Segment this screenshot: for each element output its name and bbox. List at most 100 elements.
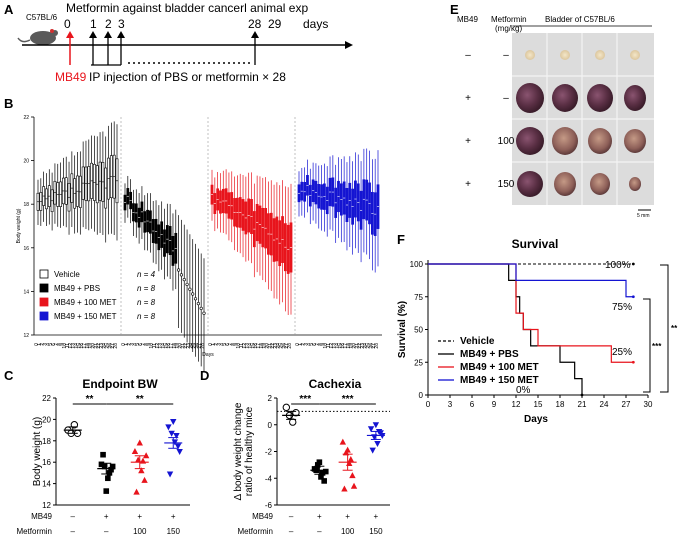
x-tick-label: 10 bbox=[149, 343, 155, 349]
x-tick-label: 22 bbox=[96, 343, 102, 349]
bladder-healthy bbox=[525, 50, 535, 60]
end-label: 100% bbox=[605, 260, 631, 271]
mb49-value: – bbox=[71, 512, 76, 521]
x-tick-label: 15 bbox=[250, 343, 256, 349]
y-tick-label: 75 bbox=[414, 293, 423, 302]
x-tick-label: 9 bbox=[233, 343, 239, 346]
y-tick-label: 18 bbox=[23, 202, 29, 208]
box-point bbox=[177, 268, 181, 272]
x-tick-label: 27 bbox=[622, 400, 631, 409]
y-axis-label: Body weight (g) bbox=[32, 417, 43, 486]
y-tick-label: 25 bbox=[414, 358, 423, 367]
mouse-icon bbox=[17, 29, 58, 45]
x-tick-label: 24 bbox=[189, 343, 195, 349]
box-point bbox=[179, 273, 184, 277]
x-tick-label: 20 bbox=[90, 343, 96, 349]
e-col-mb49: MB49 bbox=[457, 15, 478, 24]
day-label: 1 bbox=[90, 17, 97, 31]
y-tick-label: 16 bbox=[42, 458, 51, 467]
x-axis-label: Days bbox=[202, 352, 214, 358]
e-col-unit: (mg/kg) bbox=[495, 24, 522, 33]
data-point bbox=[322, 468, 329, 475]
end-label: 75% bbox=[612, 302, 632, 313]
x-tick-label: 2 bbox=[40, 343, 46, 346]
data-point bbox=[319, 470, 326, 476]
data-point bbox=[339, 438, 347, 445]
significance-label: ** bbox=[671, 324, 678, 333]
box-point bbox=[188, 287, 192, 291]
x-tick-label: 27 bbox=[197, 343, 203, 349]
x-tick-label: 21 bbox=[267, 343, 273, 349]
chart-title: Survival bbox=[512, 237, 559, 251]
x-tick-label: 24 bbox=[363, 343, 369, 349]
x-tick-label: 21 bbox=[578, 400, 587, 409]
y-tick-label: -6 bbox=[265, 501, 273, 510]
mb49-label: MB49 bbox=[55, 70, 87, 84]
x-tick-label: 24 bbox=[102, 343, 108, 349]
bladder-tumor bbox=[587, 84, 613, 112]
x-tick-label: 4 bbox=[219, 343, 225, 346]
data-point bbox=[289, 418, 297, 426]
x-tick-label: 15 bbox=[534, 400, 543, 409]
metformin-value: – bbox=[71, 527, 76, 536]
mb49-value: – bbox=[289, 512, 294, 521]
panel-label-e: E bbox=[450, 2, 459, 17]
timeline-arrowhead bbox=[345, 41, 353, 49]
y-tick-label: 20 bbox=[23, 159, 29, 165]
x-tick-label: 20 bbox=[351, 343, 357, 349]
e-row-mb49: + bbox=[465, 93, 471, 104]
y-tick-label: 14 bbox=[42, 480, 51, 489]
legend-label: MB49 + 150 MET bbox=[54, 312, 117, 321]
x-tick-label: 9 bbox=[146, 343, 152, 346]
x-axis-label: Days bbox=[524, 414, 548, 425]
y-axis-label: Body weight (g) bbox=[16, 208, 22, 243]
x-tick-label: 24 bbox=[276, 343, 282, 349]
data-point bbox=[106, 470, 113, 476]
bladder-tumor bbox=[552, 84, 578, 112]
box-point bbox=[182, 278, 186, 282]
y-tick-label: 50 bbox=[414, 326, 423, 335]
bladder-tumor bbox=[552, 127, 578, 155]
bladder-tumor bbox=[554, 172, 576, 196]
ip-injection-label: IP injection of PBS or metformin × 28 bbox=[89, 70, 286, 84]
data-point bbox=[142, 452, 150, 459]
y-tick-label: 20 bbox=[42, 415, 51, 424]
legend-label: Vehicle bbox=[54, 270, 80, 279]
e-row-mb49: + bbox=[465, 136, 471, 147]
data-point bbox=[138, 467, 145, 474]
survival-chart: Survival 0 25 50 75 100 0 3 6 9 12 15 18 21 24 27 30 Days… bbox=[397, 237, 678, 425]
x-tick-label: 21 bbox=[180, 343, 186, 349]
x-tick-label: 22 bbox=[357, 343, 363, 349]
x-tick-label: 13 bbox=[332, 343, 338, 349]
data-point bbox=[133, 488, 140, 495]
x-tick-label: 16 bbox=[166, 343, 172, 349]
legend-swatch bbox=[39, 297, 49, 307]
y-axis-label: Δ body weight change bbox=[233, 402, 244, 500]
x-tick-label: 18 bbox=[259, 343, 265, 349]
bladder-healthy bbox=[630, 50, 640, 60]
data-point bbox=[374, 440, 381, 447]
x-tick-label: 2 bbox=[301, 343, 307, 346]
survival-line bbox=[428, 263, 634, 298]
data-point bbox=[349, 472, 356, 479]
x-tick-label: 12 bbox=[512, 400, 521, 409]
x-tick-label: 25 bbox=[105, 343, 111, 349]
box-point bbox=[196, 302, 200, 306]
x-tick-label: 17 bbox=[82, 343, 88, 349]
legend-n: n = 8 bbox=[137, 312, 156, 321]
x-tick-label: 7 bbox=[228, 343, 234, 346]
x-tick-label: 24 bbox=[600, 400, 609, 409]
x-tick-label: 26 bbox=[281, 343, 287, 349]
x-tick-label: 12 bbox=[329, 343, 335, 349]
day-label: 2 bbox=[105, 17, 112, 31]
data-point bbox=[372, 422, 380, 429]
x-tick-label: 14 bbox=[335, 343, 341, 349]
x-tick-label: 17 bbox=[256, 343, 262, 349]
box-point bbox=[202, 311, 206, 315]
x-tick-label: 25 bbox=[366, 343, 372, 349]
legend-label: MB49 + 150 MET bbox=[460, 375, 539, 386]
mb49-value: + bbox=[171, 512, 176, 521]
x-tick-label: 15 bbox=[163, 343, 169, 349]
e-col-metformin: Metformin bbox=[491, 15, 527, 24]
